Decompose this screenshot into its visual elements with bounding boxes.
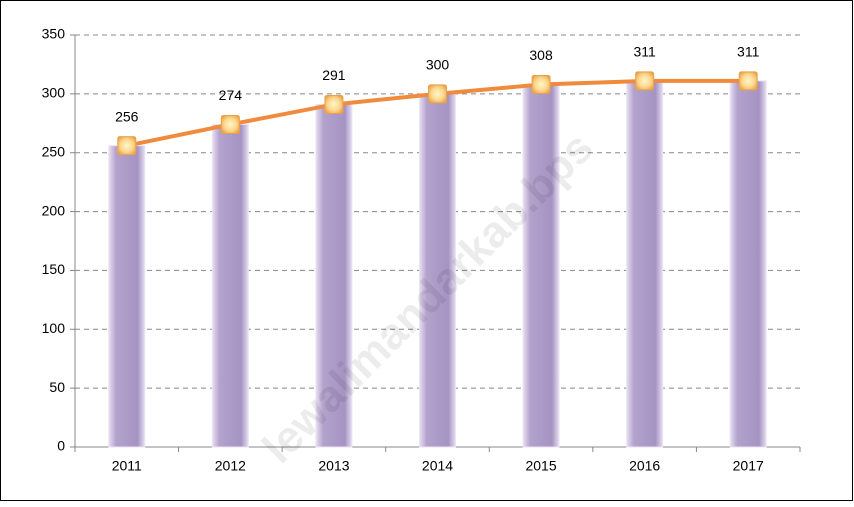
data-label: 311 bbox=[633, 44, 656, 60]
bar bbox=[419, 93, 456, 448]
data-label: 311 bbox=[737, 44, 760, 60]
bar bbox=[108, 145, 146, 448]
bar bbox=[729, 80, 767, 448]
y-tick-label: 50 bbox=[49, 379, 65, 395]
x-tick-label: 2013 bbox=[318, 458, 349, 474]
marker bbox=[220, 114, 240, 134]
bar bbox=[522, 83, 560, 448]
data-label: 274 bbox=[219, 87, 243, 103]
marker bbox=[428, 84, 447, 104]
marker bbox=[117, 136, 137, 156]
y-tick-label: 150 bbox=[42, 261, 66, 277]
data-label: 300 bbox=[426, 57, 450, 73]
y-tick-label: 200 bbox=[42, 202, 66, 218]
y-tick-label: 300 bbox=[42, 85, 66, 101]
x-tick-label: 2012 bbox=[215, 458, 246, 474]
x-tick-label: 2017 bbox=[733, 458, 764, 474]
y-tick-label: 350 bbox=[42, 26, 66, 42]
y-tick-label: 0 bbox=[57, 438, 65, 454]
y-tick-label: 250 bbox=[42, 143, 66, 159]
bar bbox=[626, 80, 664, 448]
marker bbox=[324, 94, 344, 114]
x-tick-label: 2014 bbox=[422, 458, 453, 474]
data-label: 308 bbox=[529, 47, 553, 63]
y-tick-label: 100 bbox=[42, 320, 66, 336]
marker bbox=[738, 71, 758, 91]
x-tick-label: 2011 bbox=[112, 458, 142, 474]
data-label: 256 bbox=[115, 108, 139, 124]
x-tick-label: 2016 bbox=[629, 458, 660, 474]
marker bbox=[531, 74, 551, 94]
x-tick-label: 2015 bbox=[525, 458, 556, 474]
data-label: 291 bbox=[322, 67, 346, 83]
bar bbox=[211, 123, 249, 448]
marker bbox=[635, 71, 655, 91]
bar bbox=[315, 103, 353, 448]
